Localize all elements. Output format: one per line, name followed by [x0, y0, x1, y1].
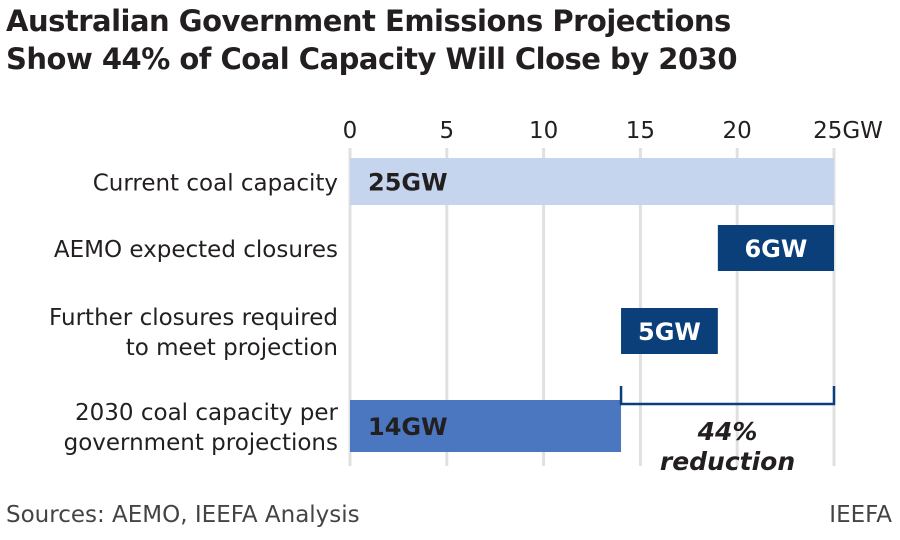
- bar-value-label: 5GW: [638, 318, 701, 346]
- bar-value-label: 6GW: [744, 235, 807, 263]
- tick-label: 5: [439, 118, 454, 144]
- reduction-annotation: 44%: [697, 417, 758, 446]
- category-label: to meet projection: [126, 335, 338, 361]
- title-line-1: Australian Government Emissions Projecti…: [6, 4, 731, 38]
- tick-label: 0: [343, 118, 358, 144]
- chart-title: Australian Government Emissions Projecti…: [6, 2, 738, 78]
- bar: [350, 400, 622, 452]
- category-label: AEMO expected closures: [54, 237, 338, 263]
- source-note: Sources: AEMO, IEEFA Analysis: [6, 502, 360, 528]
- tick-label: 25GW: [813, 118, 883, 144]
- brand-label: IEEFA: [829, 502, 892, 528]
- bar: [350, 158, 834, 205]
- category-label: 2030 coal capacity per: [75, 400, 339, 426]
- tick-label: 20: [723, 118, 752, 144]
- bar-value-label: 14GW: [368, 413, 448, 441]
- reduction-annotation: reduction: [660, 447, 795, 476]
- bar-value-label: 25GW: [368, 169, 448, 197]
- category-label: Current coal capacity: [93, 171, 338, 197]
- bar: [621, 308, 718, 354]
- title-line-2: Show 44% of Coal Capacity Will Close by …: [6, 42, 738, 76]
- bar: [717, 225, 834, 271]
- reduction-bracket: [619, 386, 836, 406]
- tick-label: 10: [529, 118, 558, 144]
- tick-label: 15: [626, 118, 655, 144]
- category-label: Further closures required: [49, 305, 338, 331]
- category-label: government projections: [64, 430, 338, 456]
